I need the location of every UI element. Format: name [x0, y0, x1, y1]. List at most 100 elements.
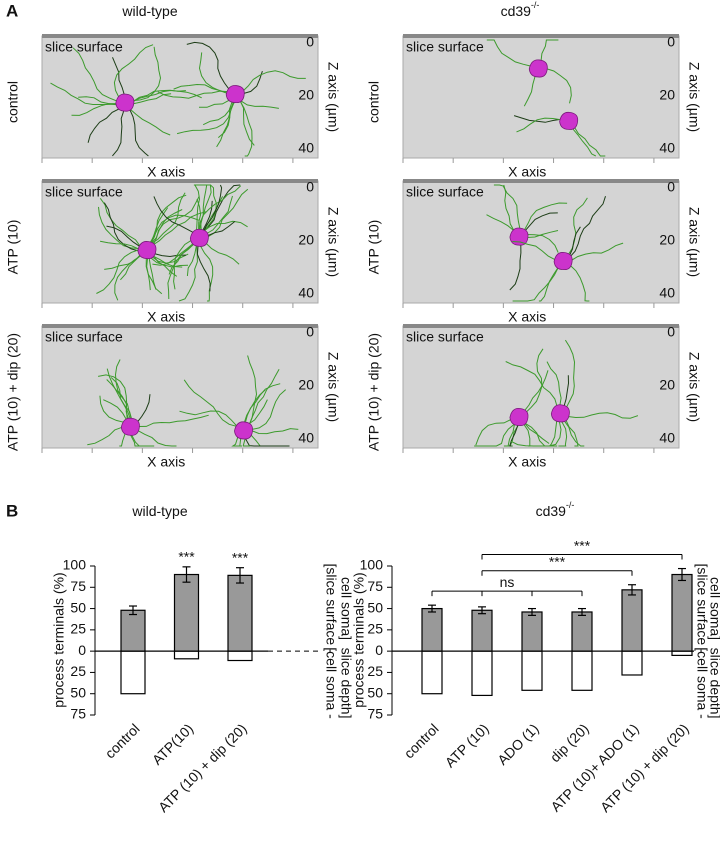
- y-tick-label: 50: [70, 599, 86, 615]
- z-tick-label: 0: [306, 34, 314, 50]
- cell-process: [130, 426, 177, 447]
- cell-process: [512, 261, 564, 302]
- z-axis-label: Z axis (µm): [325, 207, 341, 277]
- side-label: [cell soma -: [694, 647, 710, 719]
- y-tick-label: 100: [360, 557, 384, 573]
- error-bar: [129, 605, 137, 616]
- cell-process: [124, 46, 162, 104]
- cell-process: [216, 94, 236, 148]
- cell-process: [559, 413, 579, 447]
- z-tick-label: 0: [667, 179, 675, 195]
- z-tick-label: 20: [298, 232, 314, 248]
- cell-process: [50, 82, 125, 105]
- y-tick-label: 0: [375, 642, 383, 658]
- panel-letter: B: [6, 501, 18, 520]
- cell-process: [234, 94, 253, 157]
- cell-soma: [553, 252, 573, 271]
- column-title-name: wild-type: [121, 3, 177, 19]
- cell-process: [538, 261, 564, 302]
- bar: [120, 650, 146, 695]
- slice-surface-line: [42, 324, 318, 328]
- z-tick-label: 20: [659, 87, 675, 103]
- cell-process: [129, 427, 151, 447]
- error-bar: [578, 607, 586, 616]
- cell-process: [146, 194, 187, 251]
- cell-process: [178, 238, 200, 302]
- y-tick-label: 50: [367, 684, 383, 700]
- row-label: ATP (10) + dip (20): [5, 333, 21, 451]
- significance-label: ***: [232, 549, 249, 565]
- bar: [621, 650, 643, 676]
- significance-label: ns: [500, 574, 515, 590]
- cell-soma: [559, 111, 579, 130]
- column-title: cd39-/-: [501, 0, 540, 18]
- x-axis-label: X axis: [147, 454, 185, 470]
- column-title-superscript: -/-: [531, 0, 540, 10]
- x-axis-label: X axis: [147, 164, 185, 180]
- cell-soma: [509, 227, 529, 246]
- significance-label: ***: [178, 549, 195, 565]
- cell-process: [242, 430, 251, 447]
- y-tick-label: 75: [70, 706, 86, 722]
- error-bar: [428, 604, 436, 613]
- z-tick-label: 40: [659, 285, 675, 301]
- z-tick-label: 40: [659, 430, 675, 446]
- error-bar: [236, 567, 244, 584]
- slice-panel: [41, 325, 319, 449]
- x-axis-label: X axis: [147, 309, 185, 325]
- cell-process: [537, 39, 559, 70]
- cell-process: [106, 368, 132, 428]
- slice-surface-label: slice surface: [45, 39, 123, 55]
- cell-process: [558, 413, 568, 447]
- cell-process: [493, 184, 521, 238]
- cell-process: [518, 348, 544, 418]
- cell-process: [124, 89, 186, 104]
- z-tick-label: 40: [298, 285, 314, 301]
- cell-process: [475, 417, 520, 446]
- cell-process: [113, 44, 154, 104]
- panel-letter: A: [6, 1, 18, 20]
- side-label: [cell soma -: [323, 647, 339, 719]
- bar: [471, 650, 493, 697]
- cell-process: [560, 412, 639, 419]
- z-tick-label: 0: [306, 324, 314, 340]
- chart-title: wild-type: [131, 503, 187, 519]
- cell-process: [559, 339, 576, 415]
- cell-soma: [550, 404, 570, 423]
- cell-process: [505, 361, 561, 415]
- cell-process: [112, 103, 126, 157]
- row-label: ATP (10): [5, 220, 21, 275]
- cell-process: [183, 379, 244, 432]
- cell-process: [173, 237, 200, 290]
- cell-process: [198, 52, 236, 96]
- chart-title: cd39-/-: [536, 500, 575, 518]
- row-label: control: [366, 81, 382, 123]
- cell-soma: [509, 408, 529, 426]
- cell-process: [243, 389, 287, 432]
- bar: [421, 650, 443, 695]
- slice-surface-label: slice surface: [406, 329, 484, 345]
- slice-surface-line: [42, 34, 318, 38]
- y-tick-label: 25: [70, 621, 86, 637]
- cell-process: [176, 94, 236, 135]
- side-label: cell soma]: [707, 577, 720, 640]
- cell-soma: [120, 417, 140, 436]
- row-label: ATP (10): [366, 220, 382, 275]
- cell-process: [562, 197, 588, 262]
- slice-surface-label: slice surface: [45, 184, 123, 200]
- cell-process: [87, 102, 126, 143]
- cell-process: [198, 184, 223, 239]
- cell-process: [243, 430, 290, 447]
- z-tick-label: 20: [298, 87, 314, 103]
- cell-soma: [225, 85, 245, 104]
- cell-process: [562, 261, 590, 302]
- y-tick-label: 50: [70, 684, 86, 700]
- side-label: [slice surface -: [694, 563, 710, 654]
- side-label: slice depth]: [707, 648, 720, 719]
- slice-panel: [402, 35, 680, 159]
- cell-process: [130, 414, 209, 428]
- error-bar: [528, 607, 536, 616]
- x-axis-label: X axis: [508, 454, 546, 470]
- cell-process: [186, 41, 236, 95]
- significance-label: ***: [574, 537, 591, 553]
